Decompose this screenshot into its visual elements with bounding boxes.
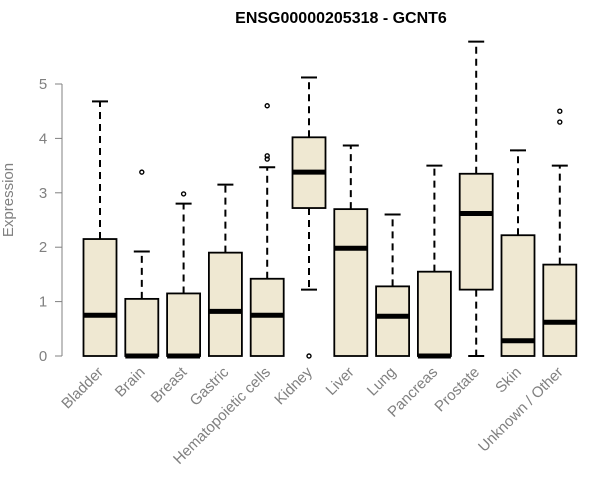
box-kidney (291, 76, 327, 359)
outlier-hematopoietic-cells-2 (264, 103, 270, 109)
x-label-kidney: Kidney (271, 363, 316, 408)
boxes-group (82, 40, 578, 359)
box-pancreas (416, 164, 452, 359)
box-unknown-other (542, 108, 578, 357)
box-gastric (207, 183, 243, 357)
outlier-brain-0 (139, 169, 145, 175)
y-tick-label-1: 1 (39, 294, 47, 311)
box-body-gastric (207, 251, 243, 357)
box-hematopoietic-cells (249, 103, 285, 357)
box-body-pancreas (416, 270, 452, 357)
x-label-skin: Skin (492, 364, 525, 397)
box-bladder (82, 100, 118, 357)
box-body-liver (333, 208, 369, 357)
outlier-breast-0 (180, 191, 187, 197)
y-axis-label: Expression (0, 163, 17, 237)
box-body-lung (375, 285, 411, 357)
y-tick-label-0: 0 (39, 348, 47, 365)
y-tick-label-2: 2 (39, 239, 47, 256)
box-body-prostate (458, 172, 494, 291)
box-body-skin (500, 234, 536, 357)
box-body-bladder (82, 238, 118, 357)
box-skin (500, 149, 536, 357)
x-label-prostate: Prostate (431, 364, 483, 416)
x-label-brain: Brain (112, 364, 149, 401)
box-body-unknown-other (542, 263, 578, 357)
y-axis: 0 1 2 3 4 5 (39, 76, 63, 365)
y-tick-label-5: 5 (39, 76, 47, 93)
outlier-hematopoietic-cells-0 (264, 156, 270, 162)
box-brain (124, 169, 160, 359)
x-label-liver: Liver (323, 364, 358, 399)
outlier-unknown-other-1 (557, 108, 563, 114)
chart-title: ENSG00000205318 - GCNT6 (235, 10, 447, 27)
box-lung (375, 213, 411, 357)
box-body-breast (166, 292, 202, 357)
outlier-unknown-other-0 (557, 119, 563, 125)
outlier-hematopoietic-cells-1 (264, 153, 270, 159)
box-breast (166, 191, 202, 359)
y-tick-label-4: 4 (39, 130, 47, 147)
outlier-kidney-0 (306, 353, 312, 359)
box-prostate (458, 40, 494, 357)
y-tick-label-3: 3 (39, 185, 47, 202)
x-label-breast: Breast (148, 363, 191, 406)
x-label-bladder: Bladder (58, 364, 107, 413)
box-liver (333, 144, 369, 357)
x-label-lung: Lung (364, 364, 400, 400)
box-body-brain (124, 297, 160, 357)
